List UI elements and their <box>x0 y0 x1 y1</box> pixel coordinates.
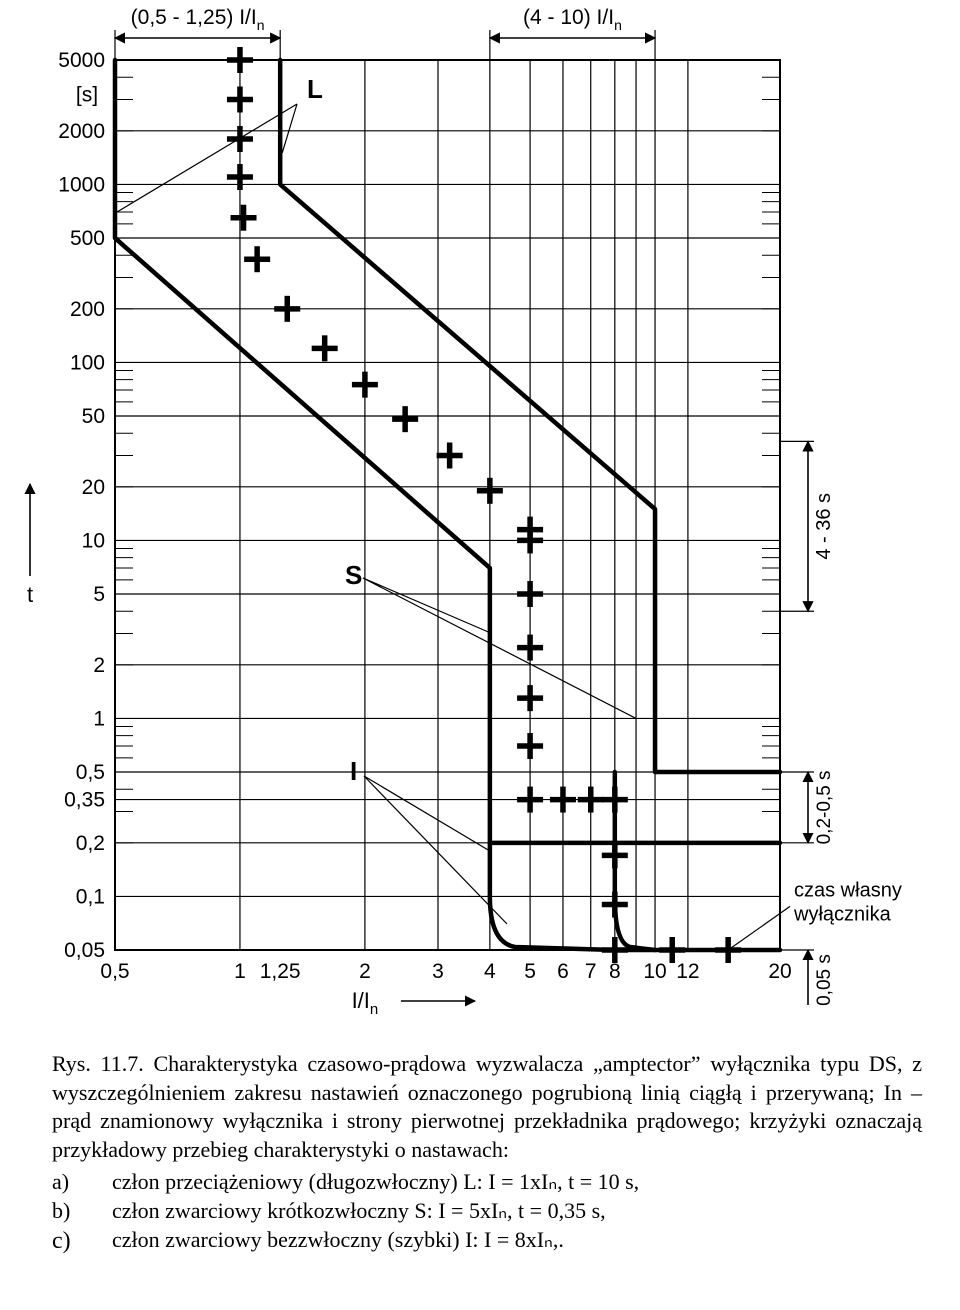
svg-text:(0,5 - 1,25) I/In: (0,5 - 1,25) I/In <box>131 6 265 33</box>
svg-text:5: 5 <box>93 583 105 606</box>
svg-text:0,5: 0,5 <box>76 761 105 784</box>
svg-text:wyłącznika: wyłącznika <box>793 903 892 925</box>
svg-text:1000: 1000 <box>58 173 105 196</box>
svg-text:I/In: I/In <box>352 988 379 1018</box>
svg-text:0,35: 0,35 <box>64 789 105 812</box>
svg-text:2: 2 <box>359 960 371 983</box>
list-item: c) człon zwarciowy bezzwłoczny (szybki) … <box>52 1226 922 1257</box>
svg-text:10: 10 <box>82 529 105 552</box>
list-item: a) człon przeciążeniowy (długozwłoczny) … <box>52 1168 922 1197</box>
caption-body: Charakterystyka czasowo-prądowa wyzwalac… <box>52 1051 922 1162</box>
svg-text:5000: 5000 <box>58 49 105 72</box>
svg-text:6: 6 <box>557 960 569 983</box>
svg-text:5: 5 <box>524 960 536 983</box>
svg-text:0,2: 0,2 <box>76 832 105 855</box>
svg-text:(4 - 10) I/In: (4 - 10) I/In <box>523 6 622 33</box>
svg-text:[s]: [s] <box>76 83 98 106</box>
svg-text:0,05 s: 0,05 s <box>814 954 835 1006</box>
svg-text:czas własny: czas własny <box>794 879 902 901</box>
svg-text:1: 1 <box>234 960 246 983</box>
svg-text:200: 200 <box>70 298 105 321</box>
svg-text:4: 4 <box>484 960 496 983</box>
svg-text:2000: 2000 <box>58 120 105 143</box>
svg-text:100: 100 <box>70 351 105 374</box>
svg-text:0,05: 0,05 <box>64 939 105 962</box>
svg-text:1,25: 1,25 <box>260 960 301 983</box>
svg-text:I: I <box>350 756 357 786</box>
svg-text:20: 20 <box>82 476 105 499</box>
svg-text:0,2-0,5 s: 0,2-0,5 s <box>814 770 835 844</box>
svg-text:3: 3 <box>432 960 444 983</box>
svg-text:20: 20 <box>768 960 791 983</box>
svg-text:10: 10 <box>643 960 666 983</box>
svg-text:7: 7 <box>585 960 597 983</box>
svg-text:2: 2 <box>93 654 105 677</box>
trip-curve-chart: 5000 2000 1000 500 200 100 50 20 10 5 2 1 0,5 0,35 0,2… <box>0 0 960 1040</box>
figure-caption: Rys. 11.7. Charakterystyka czasowo-prądo… <box>52 1050 922 1257</box>
svg-text:50: 50 <box>82 405 105 428</box>
svg-text:4 - 36 s: 4 - 36 s <box>813 493 835 560</box>
svg-text:8: 8 <box>609 960 621 983</box>
svg-text:L: L <box>307 74 323 104</box>
svg-text:S: S <box>345 560 362 590</box>
caption-list: a) człon przeciążeniowy (długozwłoczny) … <box>52 1168 922 1256</box>
svg-text:t: t <box>27 582 33 607</box>
svg-text:0,1: 0,1 <box>76 885 105 908</box>
svg-text:500: 500 <box>70 227 105 250</box>
svg-text:1: 1 <box>93 707 105 730</box>
caption-rys: Rys. 11.7. <box>52 1051 144 1076</box>
svg-text:0,5: 0,5 <box>100 960 129 983</box>
svg-text:12: 12 <box>676 960 699 983</box>
list-item: b) człon zwarciowy krótkozwłoczny S: I =… <box>52 1197 922 1226</box>
